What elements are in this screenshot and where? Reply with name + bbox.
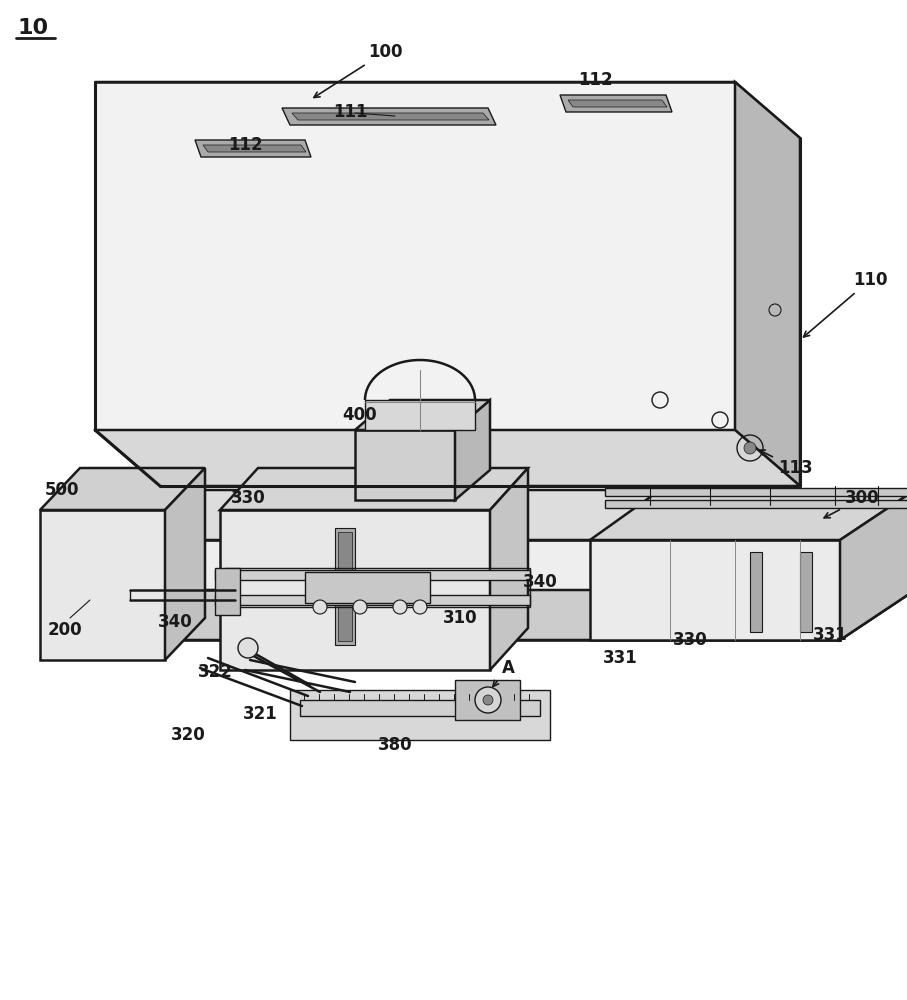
Polygon shape	[560, 95, 672, 112]
Text: 300: 300	[824, 489, 879, 518]
Text: 10: 10	[17, 18, 49, 38]
Polygon shape	[215, 568, 240, 615]
Polygon shape	[292, 113, 489, 120]
Polygon shape	[840, 490, 907, 640]
Text: 400: 400	[343, 406, 377, 424]
Text: 500: 500	[44, 481, 79, 499]
Circle shape	[475, 687, 501, 713]
Text: A: A	[493, 659, 514, 686]
Polygon shape	[800, 552, 812, 632]
Polygon shape	[605, 488, 907, 496]
Text: 340: 340	[522, 573, 558, 591]
Polygon shape	[165, 468, 205, 660]
Polygon shape	[455, 680, 520, 720]
Circle shape	[413, 600, 427, 614]
Text: 310: 310	[443, 609, 477, 627]
Text: 112: 112	[228, 136, 262, 154]
Circle shape	[353, 600, 367, 614]
Polygon shape	[220, 468, 528, 510]
Polygon shape	[215, 570, 530, 580]
Polygon shape	[95, 430, 800, 486]
Text: 321: 321	[243, 705, 278, 723]
Polygon shape	[45, 490, 907, 540]
Polygon shape	[300, 700, 540, 716]
Polygon shape	[220, 510, 490, 670]
Polygon shape	[590, 540, 840, 640]
Polygon shape	[195, 140, 311, 157]
Polygon shape	[215, 595, 530, 605]
Text: 340: 340	[158, 613, 192, 631]
Polygon shape	[40, 468, 205, 510]
Polygon shape	[95, 82, 735, 430]
Polygon shape	[355, 400, 490, 430]
Text: 110: 110	[804, 271, 887, 337]
Polygon shape	[840, 490, 907, 640]
Text: 331: 331	[602, 649, 638, 667]
Text: 322: 322	[198, 663, 232, 681]
Polygon shape	[95, 82, 800, 138]
Text: 113: 113	[759, 450, 813, 477]
Polygon shape	[40, 510, 165, 660]
Polygon shape	[45, 590, 907, 640]
Polygon shape	[490, 468, 528, 670]
Circle shape	[393, 600, 407, 614]
Text: 331: 331	[813, 626, 847, 644]
Polygon shape	[355, 430, 455, 500]
Polygon shape	[338, 532, 352, 641]
Polygon shape	[605, 500, 907, 508]
Text: 330: 330	[673, 631, 707, 649]
Text: 380: 380	[377, 736, 413, 754]
Circle shape	[238, 638, 258, 658]
Text: 330: 330	[230, 489, 266, 507]
Circle shape	[313, 600, 327, 614]
Text: 100: 100	[314, 43, 402, 97]
Polygon shape	[455, 400, 490, 500]
Polygon shape	[568, 100, 667, 107]
Polygon shape	[735, 82, 800, 486]
Polygon shape	[290, 690, 550, 740]
Text: 200: 200	[48, 621, 83, 639]
Polygon shape	[305, 572, 430, 603]
Polygon shape	[335, 528, 355, 645]
Polygon shape	[590, 490, 907, 540]
Circle shape	[483, 695, 493, 705]
Polygon shape	[750, 552, 762, 632]
Text: 320: 320	[171, 726, 205, 744]
Polygon shape	[45, 540, 840, 640]
Polygon shape	[282, 108, 496, 125]
Polygon shape	[203, 145, 306, 152]
Text: 111: 111	[333, 103, 367, 121]
Polygon shape	[365, 400, 475, 430]
Text: 112: 112	[578, 71, 612, 89]
Circle shape	[744, 442, 756, 454]
